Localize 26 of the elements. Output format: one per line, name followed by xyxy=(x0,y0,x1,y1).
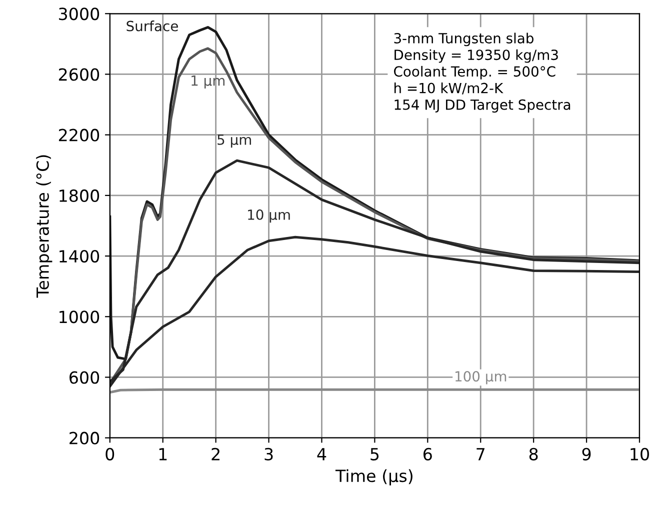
x-tick-label: 7 xyxy=(476,448,484,460)
y-tick-label: 600 xyxy=(70,371,100,384)
x-tick-label: 1 xyxy=(159,448,167,460)
series-label: 100 μm xyxy=(455,371,506,384)
y-tick-label: 1000 xyxy=(60,310,100,324)
annotation: 3-mm Tungsten slab Density = 19350 kg/m3 Coolant Temp. = 500°C h =10 kW/m2-K 154 MJ DD Target Spectra xyxy=(394,32,570,113)
x-axis-title: Time (μs) xyxy=(335,469,412,486)
x-tick-label: 9 xyxy=(582,448,591,460)
y-axis-title: Temperature (°C) xyxy=(36,155,52,298)
x-tick-label: 0 xyxy=(106,448,114,460)
series-label: 5 μm xyxy=(218,134,251,148)
y-tick-label: 1800 xyxy=(60,189,100,202)
x-tick-label: 10 xyxy=(630,448,649,460)
x-tick-label: 4 xyxy=(317,448,326,460)
y-tick-label: 200 xyxy=(70,432,100,444)
x-tick-label: 6 xyxy=(424,448,432,460)
x-tick-label: 3 xyxy=(264,448,273,460)
x-tick-label: 2 xyxy=(212,448,220,460)
y-tick-label: 2200 xyxy=(58,128,100,142)
series-label: Surface xyxy=(126,20,178,32)
y-tick-label: 3000 xyxy=(59,8,100,20)
x-tick-label: 8 xyxy=(529,448,538,460)
y-tick-label: 2600 xyxy=(58,68,100,81)
x-tick-label: 5 xyxy=(370,448,379,460)
y-tick-label: 1400 xyxy=(60,250,100,263)
series-label: 10 μm xyxy=(248,209,290,223)
